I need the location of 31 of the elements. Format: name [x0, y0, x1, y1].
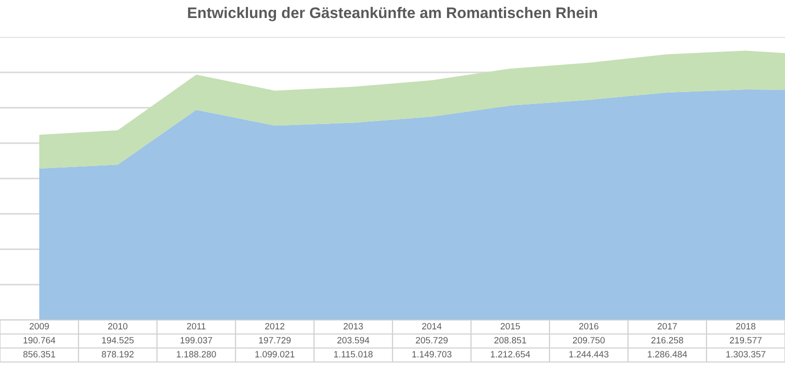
x-tick-label: 2016: [579, 323, 598, 330]
data-label: 1.149.703: [412, 351, 452, 358]
data-label: 1.099.021: [255, 351, 294, 358]
data-label: 1.115.018: [334, 351, 373, 358]
x-tick-label: 2014: [422, 323, 442, 330]
data-label: 216.258: [651, 337, 684, 344]
x-tick-label: 2010: [108, 323, 128, 330]
data-label: 219.577: [730, 337, 762, 344]
data-label: 856.351: [23, 351, 56, 358]
data-label: 1.286.484: [648, 351, 688, 358]
x-tick-label: 2011: [186, 323, 206, 330]
x-tick-label: 2015: [500, 323, 520, 330]
x-tick-label: 2018: [736, 323, 756, 330]
data-label: 1.212.654: [490, 351, 530, 358]
x-tick-label: 2012: [265, 323, 284, 330]
data-label: 1.303.357: [726, 351, 766, 358]
data-label: 1.188.280: [176, 351, 216, 358]
data-label: 190.764: [24, 337, 56, 344]
data-label: 208.851: [494, 337, 526, 344]
data-label: 1.244.443: [569, 351, 608, 358]
data-label: 209.750: [572, 337, 605, 344]
x-tick-label: 2009: [30, 323, 49, 330]
x-tick-label: 2017: [658, 323, 677, 330]
data-label: 878.192: [102, 351, 134, 358]
data-label: 194.525: [102, 337, 134, 344]
data-label: 199.037: [180, 337, 212, 344]
x-tick-label: 2013: [344, 323, 363, 330]
chart-title: Entwicklung der Gästeankünfte am Romantischen Rhein: [188, 6, 598, 22]
data-label: 205.729: [416, 337, 448, 344]
data-label: 203.594: [337, 337, 370, 344]
data-label: 197.729: [259, 337, 291, 344]
